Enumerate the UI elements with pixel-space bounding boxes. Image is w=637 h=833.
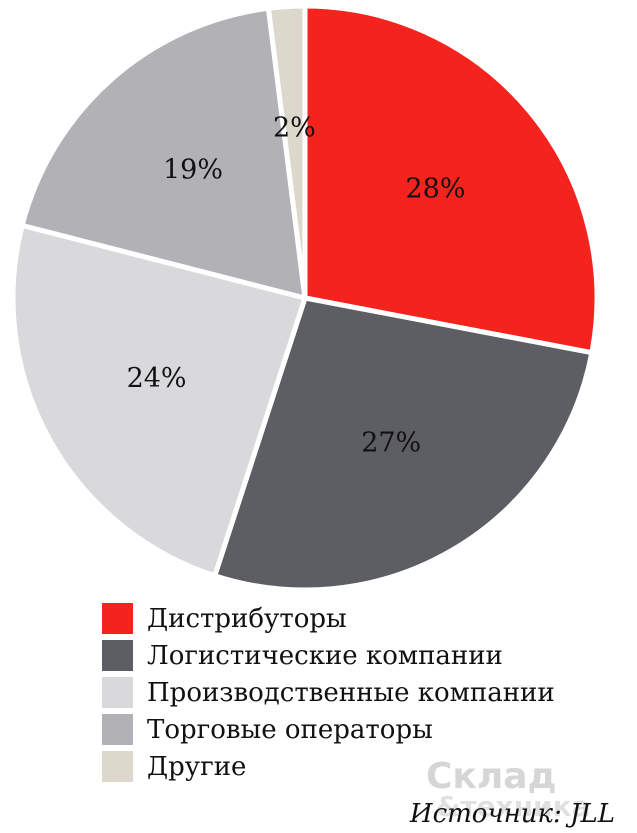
legend-item: Другие (102, 748, 555, 785)
slice-value-label-4: 19% (163, 154, 223, 185)
legend-swatch (102, 714, 133, 745)
slice-value-label-2: 27% (361, 427, 421, 458)
legend-swatch (102, 751, 133, 782)
watermark-line2: &техника (436, 790, 591, 823)
slice-value-label-3: 24% (127, 363, 187, 394)
legend-label: Производственные компании (147, 677, 555, 708)
slice-value-label-1: 28% (405, 174, 465, 205)
legend-label: Торговые операторы (147, 714, 433, 745)
watermark-line1: Склад (426, 756, 557, 797)
legend-swatch (102, 603, 133, 634)
legend: Дистрибуторы Логистические компании Произв… (102, 600, 555, 785)
legend-item: Торговые операторы (102, 711, 555, 748)
legend-item: Дистрибуторы (102, 600, 555, 637)
pie-chart: 28% 27% 24% 19% 2% (10, 3, 600, 593)
legend-item: Производственные компании (102, 674, 555, 711)
pie-slices (10, 3, 600, 593)
legend-label: Дистрибуторы (147, 603, 347, 634)
slice-value-label-5: 2% (273, 112, 316, 143)
pie-slice-5 (265, 3, 308, 301)
pie-slice-3 (10, 222, 308, 579)
legend-label: Другие (147, 751, 247, 782)
legend-item: Логистические компании (102, 637, 555, 674)
slice-labels: 28% 27% 24% 19% 2% (127, 112, 466, 458)
pie-slice-2 (212, 295, 595, 593)
watermark-logo: Склад &техника (426, 756, 591, 823)
legend-swatch (102, 640, 133, 671)
pie-slice-4 (19, 5, 308, 301)
pie-slice-1 (302, 3, 600, 356)
source-note: Источник: JLL (409, 799, 615, 829)
legend-label: Логистические компании (147, 640, 503, 671)
legend-swatch (102, 677, 133, 708)
